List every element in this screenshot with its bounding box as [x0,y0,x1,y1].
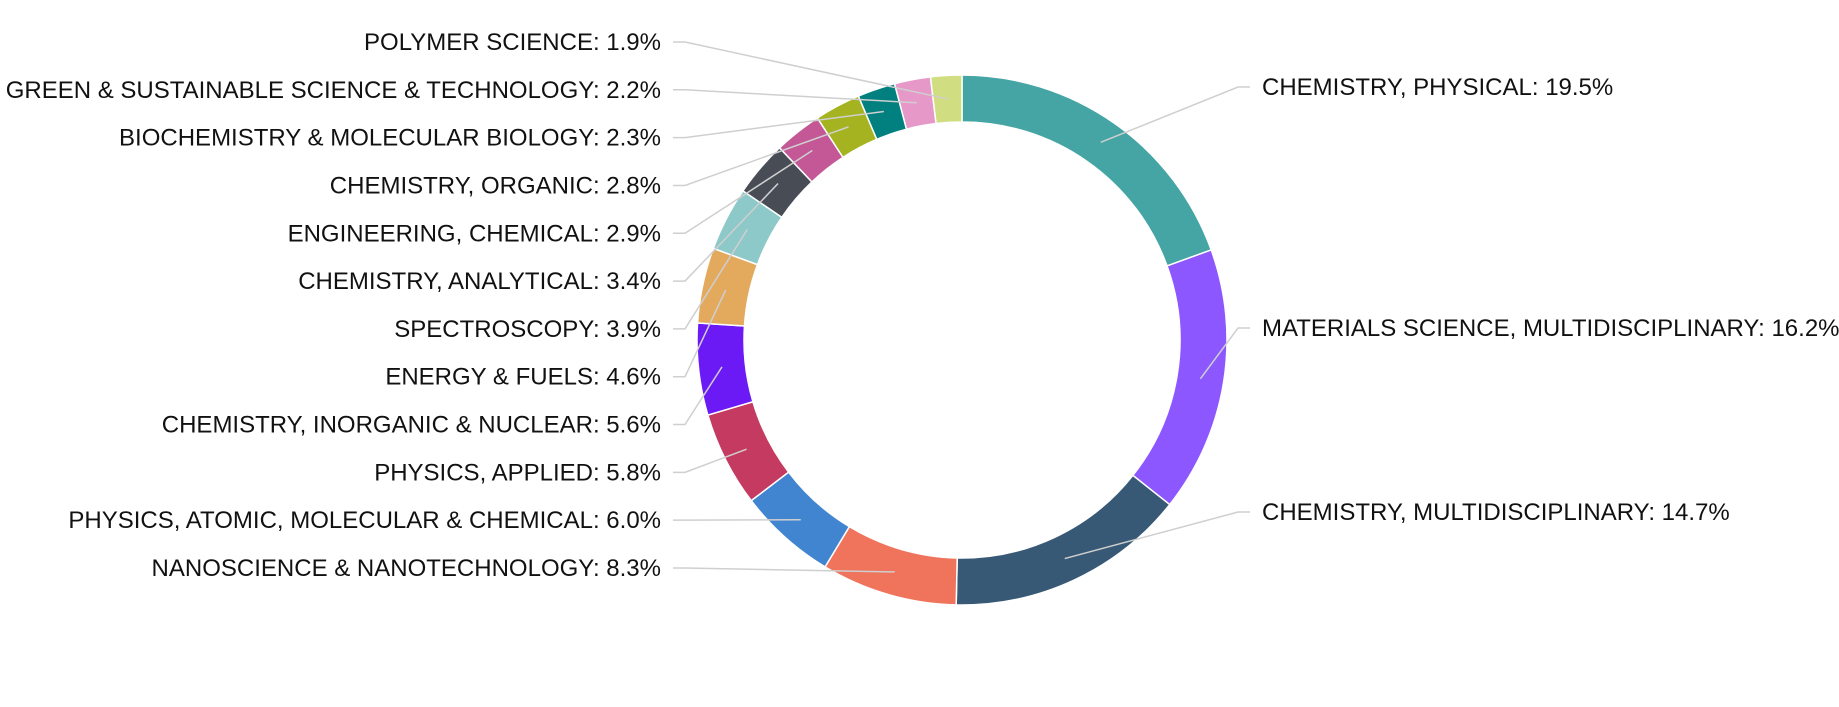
leader-line-chemistry-organic [673,126,849,187]
leader-line-materials-science-multidisciplinary [1199,327,1250,380]
leader-line-chemistry-analytical [673,183,779,282]
leader-line-biochemistry-molecular-biology [673,110,884,139]
slice-label-chemistry-physical: CHEMISTRY, PHYSICAL: 19.5% [1262,74,1613,101]
leader-line-green-sustainable-science-technology [673,89,917,104]
slice-label-polymer-science: POLYMER SCIENCE: 1.9% [364,29,661,56]
slice-label-chemistry-analytical: CHEMISTRY, ANALYTICAL: 3.4% [298,268,661,295]
slice-label-materials-science-multidisciplinary: MATERIALS SCIENCE, MULTIDISCIPLINARY: 16… [1262,315,1839,342]
slice-label-chemistry-organic: CHEMISTRY, ORGANIC: 2.8% [330,172,661,199]
slice-label-nanoscience-nanotechnology: NANOSCIENCE & NANOTECHNOLOGY: 8.3% [152,555,661,582]
labels-layer: CHEMISTRY, PHYSICAL: 19.5% MATERIALS SCIE… [6,29,1839,582]
slice-chemistry-multidisciplinary[interactable] [955,474,1171,606]
slice-label-green-sustainable-science-technology: GREEN & SUSTAINABLE SCIENCE & TECHNOLOGY… [6,77,661,104]
leader-line-energy-fuels [673,289,727,378]
leader-line-chemistry-multidisciplinary [1064,511,1250,560]
slice-label-physics-applied: PHYSICS, APPLIED: 5.8% [374,459,661,486]
leader-line-chemistry-inorganic-nuclear [673,366,723,426]
leader-line-nanoscience-nanotechnology [673,567,895,573]
slice-label-biochemistry-molecular-biology: BIOCHEMISTRY & MOLECULAR BIOLOGY: 2.3% [119,125,661,152]
slice-label-engineering-chemical: ENGINEERING, CHEMICAL: 2.9% [288,220,661,247]
leader-line-spectroscopy [673,229,748,330]
leader-line-engineering-chemical [673,149,813,235]
slice-label-chemistry-multidisciplinary: CHEMISTRY, MULTIDISCIPLINARY: 14.7% [1262,499,1730,526]
leader-line-physics-applied [673,448,747,474]
slice-materials-science-multidisciplinary[interactable] [1131,248,1228,506]
slice-label-chemistry-inorganic-nuclear: CHEMISTRY, INORGANIC & NUCLEAR: 5.6% [162,412,661,439]
slice-label-physics-atomic-molecular-chemical: PHYSICS, ATOMIC, MOLECULAR & CHEMICAL: 6… [68,507,661,534]
leader-line-polymer-science [673,41,948,100]
slice-chemistry-physical[interactable] [961,74,1213,267]
slice-label-spectroscopy: SPECTROSCOPY: 3.9% [394,316,661,343]
slice-chemistry-inorganic-nuclear[interactable] [696,322,754,416]
leader-lines-layer [673,41,1250,573]
slice-nanoscience-nanotechnology[interactable] [824,525,958,606]
slices-layer [696,74,1228,606]
slice-label-energy-fuels: ENERGY & FUELS: 4.6% [385,364,661,391]
leader-line-chemistry-physical [1100,86,1250,144]
